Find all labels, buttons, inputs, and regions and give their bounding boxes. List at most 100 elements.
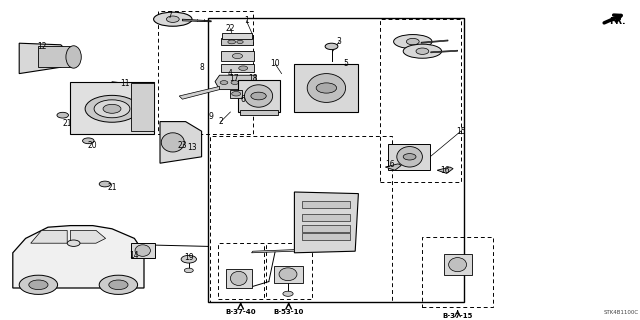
Circle shape	[251, 92, 266, 100]
Text: 8: 8	[199, 63, 204, 72]
Text: B-53-10: B-53-10	[273, 309, 304, 315]
Text: 9: 9	[209, 112, 214, 121]
Circle shape	[228, 40, 236, 44]
Polygon shape	[19, 43, 70, 74]
Circle shape	[403, 154, 416, 160]
Text: 2: 2	[218, 117, 223, 126]
Polygon shape	[13, 226, 144, 288]
Polygon shape	[182, 19, 211, 22]
Ellipse shape	[66, 46, 81, 68]
Bar	[274, 266, 303, 283]
Ellipse shape	[230, 271, 247, 285]
Ellipse shape	[397, 147, 422, 167]
Text: 16: 16	[385, 160, 396, 169]
Circle shape	[283, 291, 293, 296]
Text: 3: 3	[337, 37, 342, 46]
Text: B-37-40: B-37-40	[225, 309, 256, 315]
Bar	[226, 269, 252, 288]
Text: 14: 14	[129, 252, 140, 260]
Text: 15: 15	[456, 127, 466, 136]
Ellipse shape	[244, 85, 273, 107]
Text: 22: 22	[226, 24, 235, 33]
Ellipse shape	[307, 74, 346, 102]
Bar	[302, 201, 350, 208]
Circle shape	[325, 43, 338, 50]
Circle shape	[406, 38, 419, 45]
Bar	[444, 254, 472, 275]
Circle shape	[237, 40, 243, 44]
Circle shape	[316, 83, 337, 93]
Bar	[302, 233, 350, 240]
Text: 17: 17	[228, 74, 239, 83]
Text: 5: 5	[343, 60, 348, 68]
Ellipse shape	[154, 12, 192, 26]
Bar	[221, 38, 253, 45]
Text: 20: 20	[88, 141, 98, 150]
Text: 1: 1	[244, 16, 249, 25]
Bar	[218, 243, 264, 299]
Circle shape	[19, 275, 58, 294]
Bar	[131, 83, 154, 131]
Text: 10: 10	[270, 60, 280, 68]
Text: 21: 21	[63, 119, 72, 128]
Bar	[38, 46, 74, 67]
Circle shape	[232, 53, 243, 59]
Text: 16: 16	[440, 166, 450, 175]
Circle shape	[57, 112, 68, 118]
Text: 7: 7	[167, 11, 172, 20]
Circle shape	[99, 181, 111, 187]
Circle shape	[85, 95, 139, 122]
Bar	[210, 136, 392, 302]
Polygon shape	[385, 164, 401, 170]
Bar	[294, 64, 358, 112]
Circle shape	[29, 280, 48, 290]
Bar	[380, 19, 461, 182]
Ellipse shape	[394, 35, 432, 49]
Bar	[238, 80, 280, 112]
Circle shape	[94, 100, 130, 118]
Text: 13: 13	[187, 143, 197, 152]
Bar	[221, 51, 254, 61]
Polygon shape	[252, 250, 294, 253]
Polygon shape	[437, 167, 453, 173]
Circle shape	[67, 240, 80, 246]
Polygon shape	[294, 192, 358, 253]
Circle shape	[181, 255, 196, 263]
Ellipse shape	[135, 245, 150, 256]
Circle shape	[109, 280, 128, 290]
Ellipse shape	[161, 133, 184, 152]
Bar	[422, 237, 493, 307]
Bar	[208, 18, 464, 302]
Circle shape	[166, 16, 179, 22]
Polygon shape	[431, 50, 458, 53]
Text: 18: 18	[248, 74, 257, 83]
Polygon shape	[160, 122, 202, 163]
Bar	[230, 90, 242, 98]
Circle shape	[83, 138, 94, 144]
Text: 11: 11	[120, 79, 129, 88]
Text: STK4B1100C: STK4B1100C	[604, 310, 639, 315]
Bar	[388, 144, 430, 170]
Bar	[302, 214, 350, 221]
Text: FR.: FR.	[609, 17, 626, 26]
Polygon shape	[179, 86, 220, 99]
Ellipse shape	[449, 258, 467, 272]
Bar	[302, 225, 350, 232]
Bar	[70, 82, 154, 134]
Circle shape	[232, 92, 241, 96]
Bar	[158, 11, 253, 134]
Ellipse shape	[279, 268, 297, 281]
Circle shape	[99, 275, 138, 294]
Circle shape	[220, 81, 228, 84]
Polygon shape	[31, 230, 67, 243]
Bar	[266, 243, 312, 299]
Text: 19: 19	[184, 253, 194, 262]
Ellipse shape	[403, 44, 442, 58]
Bar	[240, 110, 278, 115]
Circle shape	[103, 104, 121, 113]
Text: 21: 21	[108, 183, 116, 192]
Circle shape	[231, 81, 239, 84]
Text: 4: 4	[228, 69, 233, 78]
Polygon shape	[70, 230, 106, 243]
Text: 6: 6	[241, 95, 246, 104]
